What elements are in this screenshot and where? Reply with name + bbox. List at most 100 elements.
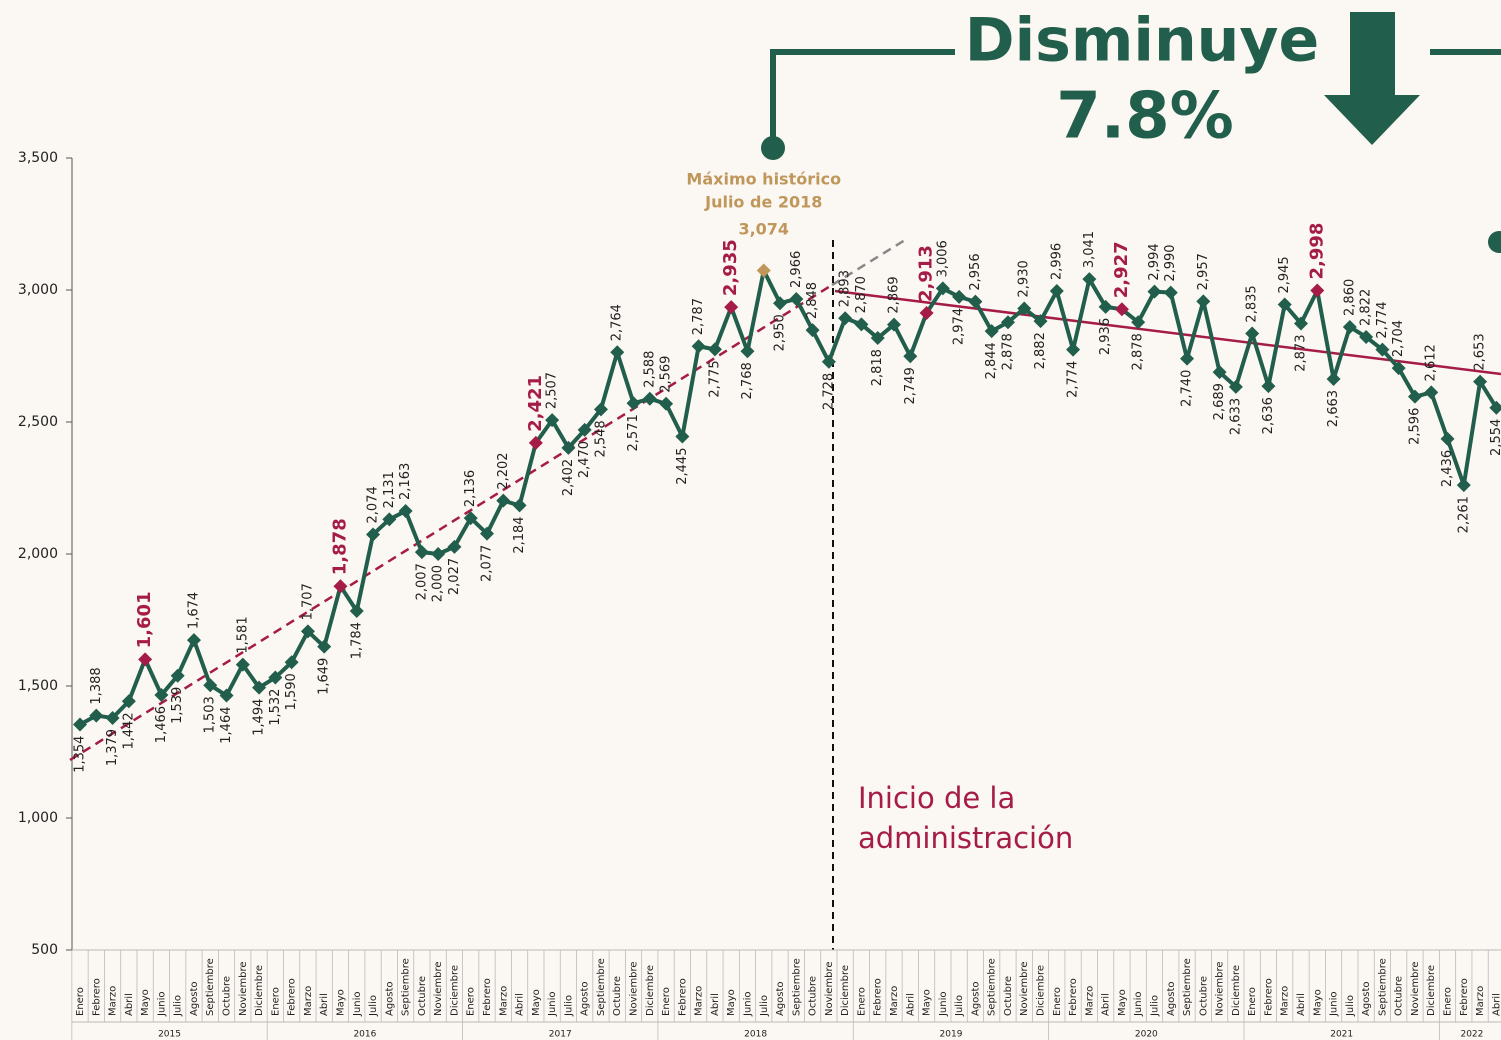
value-label: 2,878 (1131, 333, 1146, 370)
value-label: 2,596 (1407, 408, 1422, 445)
data-point (1424, 385, 1439, 400)
data-point (740, 344, 755, 359)
x-tick-label: Marzo (694, 986, 705, 1016)
x-tick-label: Mayo (922, 989, 933, 1016)
data-point (805, 323, 820, 338)
data-point (431, 547, 446, 561)
data-point (1326, 371, 1341, 386)
data-point (838, 311, 853, 326)
data-point (1489, 400, 1501, 415)
data-point (626, 396, 641, 411)
x-tick-label: Septiembre (987, 958, 998, 1016)
x-tick-label: Septiembre (1182, 958, 1193, 1016)
down-arrow (1324, 12, 1420, 145)
data-point (968, 294, 983, 309)
data-point (382, 512, 397, 527)
data-point (1456, 478, 1471, 493)
data-point (1261, 379, 1276, 394)
value-label: 2,927 (1111, 241, 1132, 298)
value-label: 2,261 (1456, 496, 1471, 533)
data-point (300, 624, 315, 639)
value-label: 2,974 (952, 308, 967, 345)
value-label: 2,882 (1033, 332, 1048, 369)
value-label: 3,006 (935, 240, 950, 277)
data-point (252, 680, 267, 695)
value-label: 1,532 (268, 689, 283, 726)
value-label: 2,633 (1228, 398, 1243, 435)
data-point (1098, 299, 1113, 314)
value-label: 1,466 (154, 706, 169, 743)
value-label: 2,848 (805, 282, 820, 319)
value-label: 2,136 (463, 470, 478, 507)
data-point (1473, 374, 1488, 389)
x-tick-label: Abril (1491, 993, 1501, 1016)
value-label: 2,768 (740, 362, 755, 399)
x-tick-label: Diciembre (1036, 965, 1047, 1016)
data-point (577, 422, 592, 437)
x-tick-label: Diciembre (449, 965, 460, 1016)
data-point (349, 604, 364, 619)
value-label: 2,860 (1342, 279, 1357, 316)
x-tick-label: Julio (563, 995, 574, 1017)
x-tick-label: Agosto (189, 981, 200, 1016)
value-label: 2,870 (854, 276, 869, 313)
value-label: 2,749 (903, 367, 918, 404)
x-tick-label: Agosto (384, 981, 395, 1016)
x-tick-label: Septiembre (205, 958, 216, 1016)
value-label: 2,007 (414, 563, 429, 600)
x-tick-label: Octubre (1003, 976, 1014, 1016)
data-point (480, 526, 494, 541)
data-point (1277, 297, 1292, 312)
data-point (659, 396, 674, 411)
data-point (447, 539, 462, 554)
data-point (366, 527, 381, 542)
value-label: 2,775 (707, 360, 722, 397)
data-point (138, 652, 153, 667)
x-tick-label: Septiembre (596, 958, 607, 1016)
value-label: 1,464 (219, 707, 234, 744)
data-point (1342, 319, 1357, 334)
value-label: 2,844 (984, 342, 999, 379)
data-point (1196, 294, 1211, 309)
x-tick-label: Agosto (970, 981, 981, 1016)
data-point (414, 545, 429, 560)
data-point (593, 402, 608, 417)
value-label: 2,163 (398, 463, 413, 500)
x-tick-label: Octubre (222, 976, 233, 1016)
y-tick-label: 500 (31, 942, 58, 958)
data-point (1017, 301, 1032, 316)
value-label: 2,774 (1066, 361, 1081, 398)
value-label: 1,707 (300, 583, 315, 620)
value-label: 2,612 (1424, 344, 1439, 381)
x-tick-label: Diciembre (1231, 965, 1242, 1016)
data-point (1228, 379, 1243, 394)
data-point (186, 633, 201, 648)
year-label: 2021 (1330, 1030, 1353, 1040)
value-label: 2,996 (1049, 243, 1064, 280)
headline-value: 7.8% (1056, 80, 1234, 154)
x-tick-label: Enero (1443, 987, 1454, 1016)
x-tick-label: Enero (1052, 987, 1063, 1016)
data-point (1131, 315, 1146, 330)
x-tick-label: Noviembre (629, 961, 640, 1016)
data-point (1066, 342, 1081, 357)
value-label: 2,950 (773, 314, 788, 351)
data-point (1407, 389, 1422, 404)
value-label: 1,674 (186, 592, 201, 629)
x-tick-label: Septiembre (791, 958, 802, 1016)
year-label: 2017 (549, 1030, 572, 1040)
data-point (463, 511, 478, 526)
data-point (121, 694, 136, 709)
value-label: 2,998 (1306, 223, 1327, 280)
year-label: 2022 (1460, 1030, 1483, 1040)
x-tick-label: Abril (1101, 993, 1112, 1016)
connector-dot (761, 136, 785, 160)
value-label: 2,077 (480, 545, 495, 582)
y-tick-label: 3,000 (18, 282, 58, 298)
x-tick-label: Julio (368, 995, 379, 1017)
data-point (773, 296, 788, 311)
data-point (219, 688, 234, 703)
value-label: 2,728 (821, 373, 836, 410)
x-tick-label: Enero (1247, 987, 1258, 1016)
data-point (675, 429, 690, 444)
